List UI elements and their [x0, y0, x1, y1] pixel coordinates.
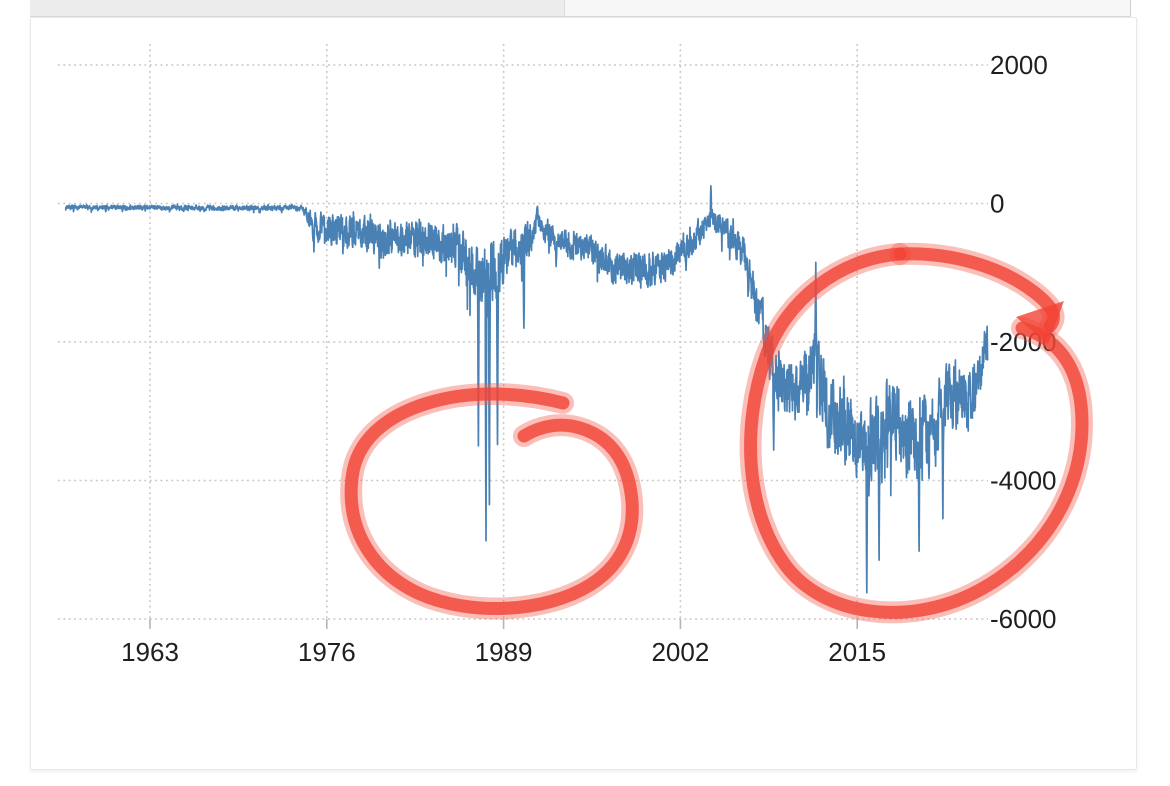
- x-tick-label: 1963: [121, 637, 179, 667]
- x-tick-label: 1976: [298, 637, 356, 667]
- toolbar-tab-left[interactable]: [30, 0, 565, 16]
- x-tick-label: 2002: [651, 637, 709, 667]
- x-axis-ticks: [149, 619, 859, 629]
- toolbar-tab-right[interactable]: [565, 0, 1130, 16]
- annotation-circle-stroke: [344, 387, 639, 616]
- x-tick-label: 1989: [475, 637, 533, 667]
- chart-gridlines: [58, 44, 988, 620]
- y-tick-label: 0: [990, 189, 1004, 219]
- x-axis-labels: 1963 1976 1989 2002 2015: [121, 637, 886, 667]
- annotation-circle-stroke: [744, 247, 1089, 619]
- annotation-arrowhead: [1016, 301, 1064, 344]
- y-tick-label: -6000: [990, 604, 1057, 634]
- series-line: [64, 184, 989, 594]
- y-tick-label: 2000: [990, 50, 1048, 80]
- red-marker-annotations: [340, 242, 1093, 624]
- y-tick-label: -4000: [990, 466, 1057, 496]
- x-tick-label: 2015: [828, 637, 886, 667]
- toolbar-strip: [30, 0, 1131, 17]
